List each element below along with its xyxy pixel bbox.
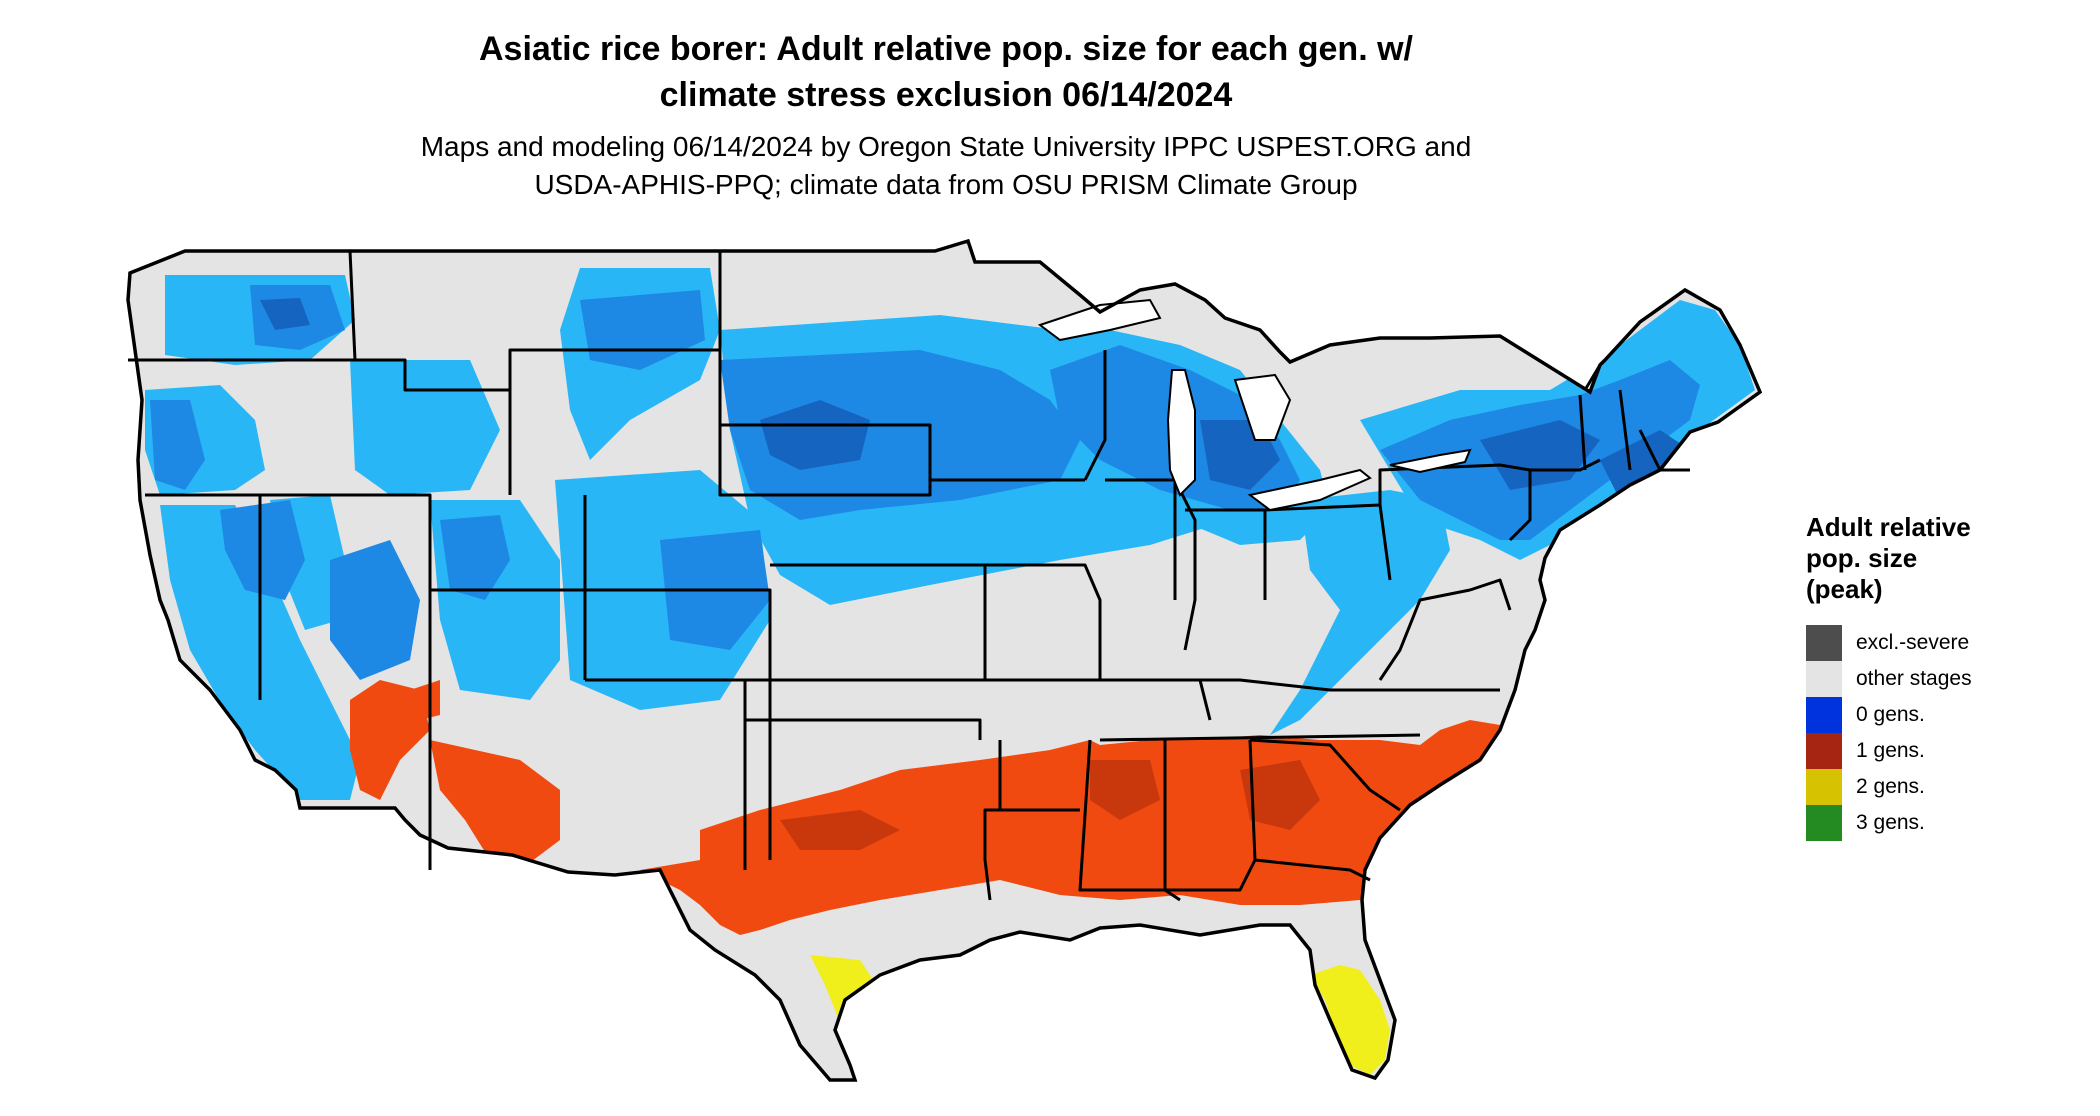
legend-item-0-gens: 0 gens. — [1806, 697, 2086, 733]
legend-label: 1 gens. — [1856, 739, 1925, 762]
legend-swatch — [1806, 661, 1842, 697]
subtitle-line-1: Maps and modeling 06/14/2024 by Oregon S… — [420, 131, 1472, 162]
legend-swatch — [1806, 769, 1842, 805]
two-gen-yellow-regions — [810, 955, 1390, 1075]
us-map — [126, 239, 1762, 1082]
legend-item-excl-severe: excl.-severe — [1806, 625, 2086, 661]
legend-label: other stages — [1856, 667, 1972, 690]
legend-swatch — [1806, 625, 1842, 661]
legend-label: 3 gens. — [1856, 811, 1925, 834]
legend-title-line-2: pop. size — [1806, 543, 1918, 573]
legend-swatch — [1806, 733, 1842, 769]
legend-title-line-1: Adult relative — [1806, 512, 1971, 542]
one-gen-dark-orange-regions — [780, 760, 1320, 850]
legend-title-line-3: (peak) — [1806, 574, 1883, 604]
legend-item-3-gens: 3 gens. — [1806, 805, 2086, 841]
legend-title: Adult relative pop. size (peak) — [1806, 512, 2086, 605]
legend-swatch — [1806, 697, 1842, 733]
title-line-2: climate stress exclusion 06/14/2024 — [659, 76, 1233, 114]
legend-item-2-gens: 2 gens. — [1806, 769, 2086, 805]
map-legend: Adult relative pop. size (peak) excl.-se… — [1806, 512, 2086, 841]
legend-item-other-stages: other stages — [1806, 661, 2086, 697]
great-lakes — [1037, 298, 1472, 512]
map-subtitle: Maps and modeling 06/14/2024 by Oregon S… — [0, 128, 1892, 204]
legend-item-1-gens: 1 gens. — [1806, 733, 2086, 769]
legend-label: 0 gens. — [1856, 703, 1925, 726]
map-title: Asiatic rice borer: Adult relative pop. … — [0, 26, 1892, 118]
legend-label: excl.-severe — [1856, 631, 1970, 654]
legend-label: 2 gens. — [1856, 775, 1925, 798]
title-line-1: Asiatic rice borer: Adult relative pop. … — [479, 30, 1413, 68]
legend-swatch — [1806, 805, 1842, 841]
subtitle-line-2: USDA-APHIS-PPQ; climate data from OSU PR… — [534, 169, 1358, 200]
